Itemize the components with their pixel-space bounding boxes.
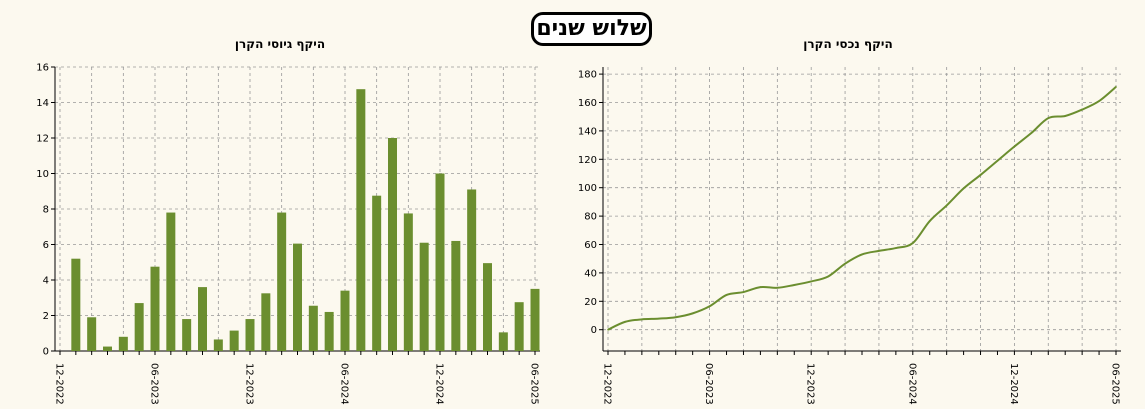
left-bar-28 xyxy=(498,332,508,351)
left-bar-7 xyxy=(166,212,176,351)
left-ytick-label-4: 8 xyxy=(43,205,49,216)
left-bar-18 xyxy=(340,290,350,351)
right-ytick-label-2: 40 xyxy=(584,268,597,279)
left-bar-11 xyxy=(229,330,239,351)
left-bar-6 xyxy=(150,266,160,351)
left-ytick-label-8: 16 xyxy=(36,63,49,74)
right-point-9 xyxy=(759,286,762,288)
right-ytick-label-4: 80 xyxy=(584,212,597,223)
right-point-23 xyxy=(996,159,999,162)
right-point-13 xyxy=(827,275,829,278)
right-point-16 xyxy=(878,250,880,252)
right-ytick-label-9: 180 xyxy=(578,70,597,81)
left-bar-15 xyxy=(293,243,302,351)
right-xtick-label-1: 06-2023 xyxy=(703,363,714,405)
left-bar-2 xyxy=(87,317,97,351)
right-point-0 xyxy=(607,328,609,331)
left-bar-19 xyxy=(356,89,366,351)
right-point-6 xyxy=(708,305,711,308)
left-xtick-label-3: 06-2024 xyxy=(339,363,350,405)
right-xtick-label-4: 12-2024 xyxy=(1008,363,1019,405)
right-xtick-label-5: 06-2025 xyxy=(1110,363,1121,405)
left-bar-16 xyxy=(308,305,318,351)
left-ytick-label-2: 4 xyxy=(43,276,49,287)
right-point-3 xyxy=(658,317,660,320)
right-point-11 xyxy=(793,284,796,286)
right-chart: היקף נכסי הקרן 0 20 40 60 80 100 120 140 160 180 12… xyxy=(578,37,1121,405)
left-bar-25 xyxy=(451,240,461,351)
right-chart-title: היקף נכסי הקרן xyxy=(803,37,892,51)
left-bar-21 xyxy=(388,138,397,351)
left-chart-title: היקף גיוסי הקרן xyxy=(235,37,325,51)
right-point-1 xyxy=(624,321,626,323)
left-bar-8 xyxy=(182,319,192,351)
right-point-15 xyxy=(861,253,863,256)
left-bar-26 xyxy=(467,189,477,351)
right-point-18 xyxy=(912,242,914,244)
left-xtick-label-5: 06-2025 xyxy=(529,363,540,405)
right-point-21 xyxy=(962,187,965,190)
left-bar-4 xyxy=(118,336,128,351)
left-bar-27 xyxy=(483,263,492,351)
left-ytick-label-0: 0 xyxy=(43,347,49,358)
right-ytick-label-8: 160 xyxy=(578,98,597,109)
right-point-17 xyxy=(895,247,897,249)
right-point-5 xyxy=(691,312,694,315)
right-point-28 xyxy=(1081,108,1083,111)
right-point-26 xyxy=(1047,117,1050,119)
left-xtick-label-1: 06-2023 xyxy=(149,363,160,405)
left-bar-13 xyxy=(261,293,271,351)
left-ytick-label-5: 10 xyxy=(36,169,49,180)
left-bar-14 xyxy=(277,212,287,351)
left-chart: היקף גיוסי הקרן 0 2 4 6 8 10 12 14 16 12-2022 06-20… xyxy=(36,37,540,405)
right-xtick-label-2: 12-2023 xyxy=(805,363,816,405)
right-series-line-0 xyxy=(607,86,1117,331)
right-ytick-label-1: 20 xyxy=(584,297,597,308)
left-bar-29 xyxy=(514,302,524,351)
right-point-2 xyxy=(641,318,643,321)
left-bar-22 xyxy=(403,213,413,351)
left-xtick-label-0: 12-2022 xyxy=(54,363,65,405)
left-bar-30 xyxy=(530,288,540,351)
right-xtick-label-0: 12-2022 xyxy=(602,363,613,405)
left-bar-9 xyxy=(198,287,207,351)
left-xtick-label-2: 12-2023 xyxy=(244,363,255,405)
left-bar-12 xyxy=(245,319,255,351)
right-ytick-label-6: 120 xyxy=(578,155,597,166)
left-ytick-label-7: 14 xyxy=(36,98,49,109)
right-point-8 xyxy=(742,291,745,293)
right-point-22 xyxy=(979,174,982,176)
right-ytick-label-3: 60 xyxy=(584,240,597,251)
left-bar-17 xyxy=(324,311,334,351)
left-ytick-label-1: 2 xyxy=(43,311,49,322)
right-point-27 xyxy=(1064,115,1066,117)
right-point-14 xyxy=(844,262,846,265)
right-point-29 xyxy=(1098,100,1100,102)
right-point-12 xyxy=(810,280,812,283)
right-point-20 xyxy=(945,204,948,207)
right-xtick-label-3: 06-2024 xyxy=(906,363,917,405)
right-point-25 xyxy=(1030,132,1033,134)
right-point-30 xyxy=(1115,86,1117,88)
left-xtick-label-4: 12-2024 xyxy=(434,363,445,405)
left-bar-1 xyxy=(71,258,81,351)
right-point-24 xyxy=(1013,145,1016,148)
left-bar-3 xyxy=(103,346,112,351)
left-ytick-label-3: 6 xyxy=(43,240,49,251)
left-bar-20 xyxy=(372,195,382,351)
right-point-19 xyxy=(928,220,931,222)
right-ytick-label-5: 100 xyxy=(578,183,597,194)
left-bar-5 xyxy=(134,303,144,351)
left-bar-10 xyxy=(213,339,223,351)
right-ytick-label-7: 140 xyxy=(578,126,597,137)
right-ytick-label-0: 0 xyxy=(591,325,597,336)
page-title: שלוש שנים xyxy=(531,12,652,46)
right-point-10 xyxy=(776,287,779,289)
left-ytick-label-6: 12 xyxy=(36,134,49,145)
left-bar-24 xyxy=(435,173,445,351)
left-bar-23 xyxy=(419,242,429,351)
right-point-4 xyxy=(674,316,677,319)
right-point-7 xyxy=(725,294,728,296)
